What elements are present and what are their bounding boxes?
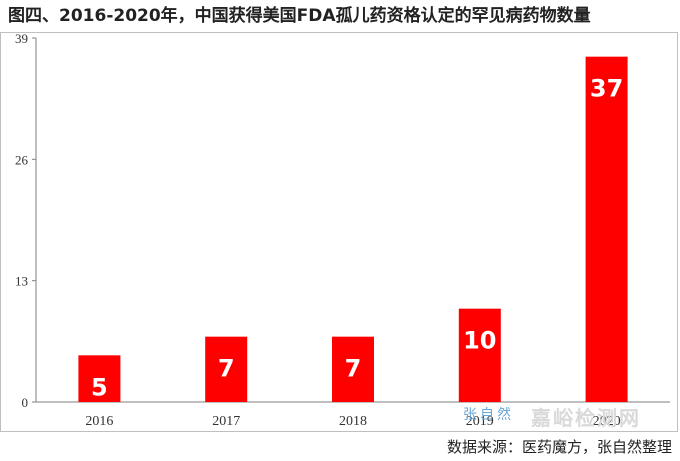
source-note: 数据来源：医药魔方，张自然整理: [446, 438, 672, 456]
bar-2020: [585, 56, 628, 403]
bar-value-label: 10: [463, 327, 496, 355]
x-tick-label: 2018: [339, 414, 367, 429]
x-tick-label: 2019: [466, 414, 494, 429]
bars: 5 7 7 10 37: [78, 56, 628, 403]
y-tick-label: 0: [22, 395, 29, 410]
x-tick-label: 2017: [212, 414, 240, 429]
y-tick-label: 39: [15, 31, 28, 46]
bar-value-label: 37: [590, 75, 623, 103]
chart-frame: [0, 32, 678, 432]
bar-value-label: 7: [218, 355, 235, 383]
y-tick-label: 26: [15, 152, 29, 167]
bar-2017: [205, 336, 248, 402]
watermark: 嘉峪检测网: [531, 406, 641, 430]
x-tick-label: 2020: [593, 414, 621, 429]
chart-title: 图四、2016-2020年，中国获得美国FDA孤儿药资格认定的罕见病药物数量: [0, 0, 680, 32]
bar-2018: [332, 336, 374, 402]
x-tick-label: 2016: [85, 414, 113, 429]
x-ticks: 2016 2017 2018 2019 2020: [85, 414, 620, 429]
bar-value-label: 5: [91, 373, 108, 401]
bar-2019: [458, 308, 501, 402]
bar-value-label: 7: [345, 355, 362, 383]
signature: 张自然: [463, 407, 514, 423]
bar-2016: [78, 355, 121, 402]
y-tick-label: 13: [15, 274, 28, 289]
y-ticks: 0 13 26 39: [15, 31, 36, 410]
